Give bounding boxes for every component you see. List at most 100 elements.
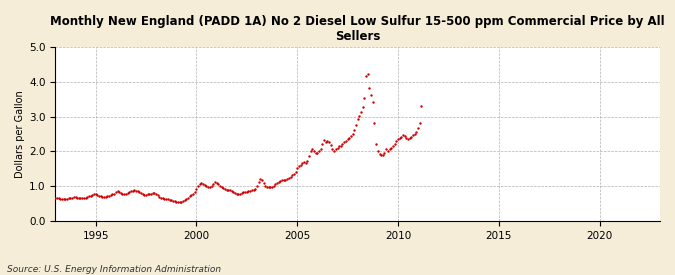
Point: [369, 121, 380, 125]
Point: [315, 147, 326, 152]
Point: [233, 192, 244, 196]
Point: [335, 144, 346, 148]
Point: [344, 136, 354, 140]
Point: [359, 96, 370, 101]
Point: [208, 182, 219, 186]
Point: [53, 196, 64, 200]
Point: [287, 173, 298, 178]
Point: [347, 131, 358, 136]
Point: [137, 192, 148, 196]
Point: [396, 135, 406, 139]
Point: [215, 184, 225, 188]
Point: [173, 200, 184, 204]
Point: [275, 178, 286, 183]
Point: [129, 188, 140, 192]
Point: [357, 105, 368, 109]
Point: [354, 114, 364, 118]
Point: [124, 190, 135, 194]
Point: [99, 195, 109, 200]
Point: [292, 166, 302, 171]
Point: [329, 149, 340, 153]
Point: [50, 196, 61, 200]
Point: [298, 160, 309, 164]
Point: [104, 193, 115, 198]
Point: [374, 152, 385, 156]
Point: [72, 196, 82, 200]
Point: [235, 192, 246, 196]
Point: [379, 151, 390, 155]
Point: [248, 188, 259, 192]
Point: [151, 192, 161, 196]
Point: [337, 142, 348, 146]
Point: [321, 140, 331, 144]
Point: [412, 126, 423, 131]
Point: [154, 194, 165, 199]
Point: [202, 184, 213, 189]
Point: [261, 185, 272, 189]
Point: [376, 153, 387, 157]
Point: [342, 137, 353, 141]
Point: [406, 135, 417, 139]
Point: [254, 176, 265, 181]
Point: [113, 189, 124, 194]
Point: [324, 140, 335, 144]
Point: [109, 191, 119, 196]
Point: [147, 191, 158, 195]
Point: [92, 193, 103, 197]
Point: [94, 193, 105, 198]
Point: [140, 192, 151, 197]
Point: [294, 163, 304, 168]
Point: [243, 189, 254, 194]
Point: [153, 193, 163, 197]
Point: [198, 182, 209, 186]
Point: [281, 177, 292, 181]
Point: [295, 163, 306, 167]
Point: [211, 181, 222, 185]
Point: [61, 197, 72, 201]
Point: [171, 199, 182, 204]
Point: [409, 131, 420, 136]
Point: [115, 191, 126, 195]
Point: [238, 190, 249, 195]
Point: [194, 182, 205, 186]
Point: [119, 192, 130, 196]
Point: [159, 197, 170, 201]
Point: [387, 144, 398, 148]
Point: [134, 190, 144, 195]
Point: [304, 154, 315, 158]
Point: [193, 183, 204, 188]
Point: [260, 183, 271, 188]
Point: [267, 185, 277, 189]
Point: [120, 191, 131, 196]
Point: [394, 136, 405, 140]
Point: [163, 197, 173, 202]
Point: [288, 172, 299, 176]
Point: [60, 197, 71, 201]
Point: [263, 185, 274, 189]
Point: [402, 137, 413, 141]
Point: [186, 193, 196, 197]
Point: [364, 86, 375, 90]
Point: [290, 170, 301, 174]
Point: [90, 192, 101, 196]
Point: [164, 198, 175, 202]
Point: [156, 196, 167, 200]
Point: [384, 147, 395, 152]
Point: [280, 177, 291, 182]
Point: [297, 161, 308, 166]
Y-axis label: Dollars per Gallon: Dollars per Gallon: [15, 90, 25, 178]
Point: [271, 181, 282, 185]
Point: [340, 138, 351, 143]
Point: [180, 198, 190, 202]
Point: [246, 188, 257, 192]
Point: [352, 117, 363, 122]
Point: [327, 147, 338, 151]
Point: [74, 196, 84, 200]
Point: [67, 196, 78, 200]
Point: [181, 197, 192, 201]
Point: [389, 142, 400, 146]
Point: [284, 176, 294, 180]
Point: [373, 148, 383, 153]
Point: [399, 134, 410, 139]
Point: [332, 145, 343, 150]
